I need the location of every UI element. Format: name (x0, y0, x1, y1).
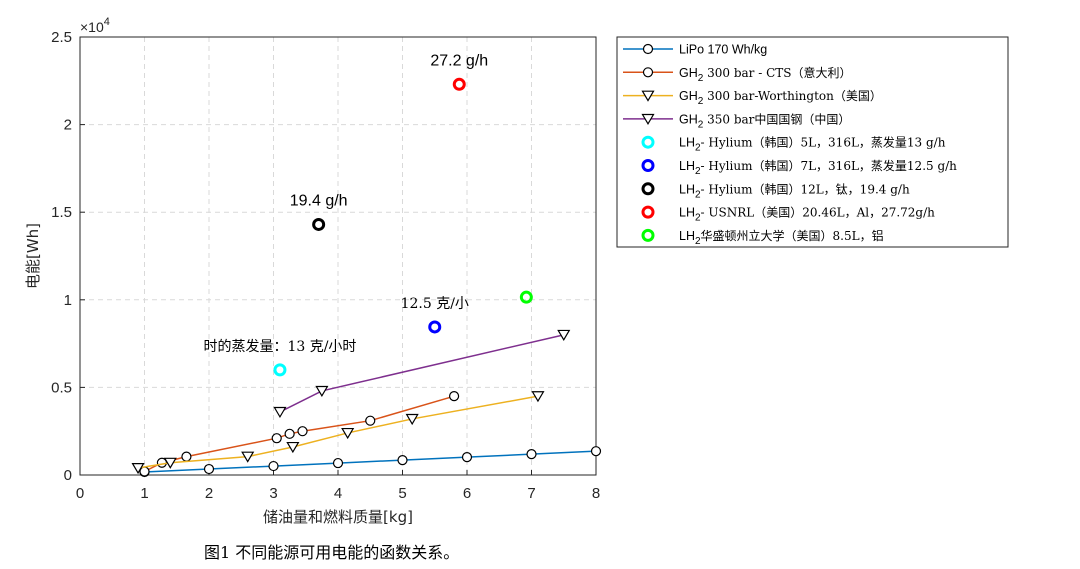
x-tick-label: 7 (527, 485, 535, 502)
data-point (181, 451, 192, 462)
legend-marker (641, 182, 655, 196)
axis-ticks: 0 1 2 3 4 5 6 7 8 0 0.5 1 1.5 2 2.5 (51, 29, 600, 502)
legend-marker (642, 43, 654, 55)
data-point (131, 462, 145, 475)
data-point (315, 385, 329, 398)
data-point (332, 457, 344, 469)
legend-marker (641, 90, 655, 102)
legend-label: GH2 300 bar - CTS（意大利） (679, 65, 852, 84)
data-point (273, 406, 287, 419)
data-point (203, 463, 215, 475)
grid-lines (80, 37, 596, 475)
y-axis-label: 电能[Wh] (24, 223, 42, 289)
lh2-point-5 (519, 290, 533, 304)
legend-entry-9: LH2华盛顿州立大学（美国）8.5L，铝 (641, 228, 884, 247)
legend-entry-3: GH2 300 bar-Worthington（美国） (623, 89, 882, 107)
y-exponent: ×104 (80, 16, 110, 35)
x-tick-label: 2 (205, 485, 213, 502)
legend-label: GH2 350 bar中国国钢（中国） (679, 111, 850, 130)
annotation-3: 12.5 克/小 (401, 296, 469, 312)
annotation-1: 27.2 g/h (430, 52, 488, 69)
lh2-point-2 (428, 320, 442, 334)
data-point (286, 441, 300, 454)
legend-marker (641, 113, 655, 126)
x-tick-label: 0 (76, 485, 84, 502)
legend: LiPo 170 Wh/kg GH2 300 bar - CTS（意大利） GH2 … (616, 36, 1009, 248)
legend-label: LH2- USNRL（美国）20.46L，Al，27.72g/h (679, 206, 935, 224)
x-tick-label: 3 (269, 485, 277, 502)
series-4 (273, 329, 571, 419)
legend-entry-4: GH2 350 bar中国国钢（中国） (623, 111, 850, 130)
legend-label: LH2- Hylium（韩国）12L，钛，19.4 g/h (679, 181, 910, 200)
y-tick-label: 1.5 (51, 204, 72, 221)
legend-marker (641, 135, 655, 149)
legend-entry-5: LH2- Hylium（韩国）5L，316L，蒸发量13 g/h (641, 135, 946, 154)
legend-label: LH2- Hylium（韩国）5L，316L，蒸发量13 g/h (679, 135, 946, 154)
figure-caption: 图1 不同能源可用电能的函数关系。 (204, 543, 459, 562)
series-3 (131, 391, 545, 475)
data-point (397, 455, 408, 466)
lh2-point-1 (273, 363, 287, 377)
annotation-4: 时的蒸发量：13 克/小时 (203, 339, 356, 355)
legend-label: LH2华盛顿州立大学（美国）8.5L，铝 (679, 228, 884, 247)
legend-label: LiPo 170 Wh/kg (679, 43, 767, 57)
legend-marker (641, 205, 655, 219)
data-point (271, 433, 282, 444)
lh2-point-3 (312, 217, 326, 231)
x-axis-label: 储油量和燃料质量[kg] (263, 508, 413, 526)
data-point (557, 329, 571, 341)
data-point (531, 391, 545, 403)
y-tick-label: 2 (64, 117, 72, 134)
data-point (461, 452, 473, 463)
data-point (268, 460, 279, 472)
lh2-point-4 (452, 77, 466, 91)
x-tick-label: 4 (334, 485, 342, 502)
legend-entry-7: LH2- Hylium（韩国）12L，钛，19.4 g/h (641, 181, 910, 200)
legend-entry-1: LiPo 170 Wh/kg (623, 43, 767, 57)
data-point (241, 451, 255, 463)
data-point (284, 428, 295, 439)
legend-box (616, 36, 1009, 248)
y-tick-label: 0.5 (51, 379, 72, 396)
data-point (163, 457, 177, 469)
legend-label: GH2 300 bar-Worthington（美国） (679, 89, 882, 107)
x-tick-label: 6 (463, 485, 471, 502)
legend-label: LH2- Hylium（韩国）7L，316L，蒸发量12.5 g/h (679, 158, 957, 177)
data-point (405, 413, 419, 426)
legend-marker (641, 228, 655, 242)
data-point (365, 415, 376, 426)
data-point (341, 427, 355, 440)
series-2 (139, 391, 460, 477)
legend-entry-6: LH2- Hylium（韩国）7L，316L，蒸发量12.5 g/h (641, 158, 957, 177)
data-point (526, 449, 537, 460)
legend-entry-2: GH2 300 bar - CTS（意大利） (623, 65, 852, 84)
legend-marker (641, 159, 655, 172)
y-tick-label: 2.5 (51, 29, 72, 46)
data-point (590, 446, 602, 457)
x-tick-label: 8 (592, 485, 600, 502)
y-tick-label: 1 (64, 292, 72, 309)
series-line (144, 450, 597, 473)
series-layer (131, 329, 602, 478)
legend-marker (642, 67, 654, 78)
points-layer (273, 77, 533, 377)
x-tick-label: 1 (140, 485, 148, 502)
legend-entry-8: LH2- USNRL（美国）20.46L，Al，27.72g/h (641, 205, 935, 224)
annotation-2: 19.4 g/h (290, 192, 348, 209)
x-tick-label: 5 (398, 485, 406, 502)
data-point (297, 426, 308, 437)
y-tick-label: 0 (64, 467, 72, 484)
data-point (449, 391, 460, 402)
